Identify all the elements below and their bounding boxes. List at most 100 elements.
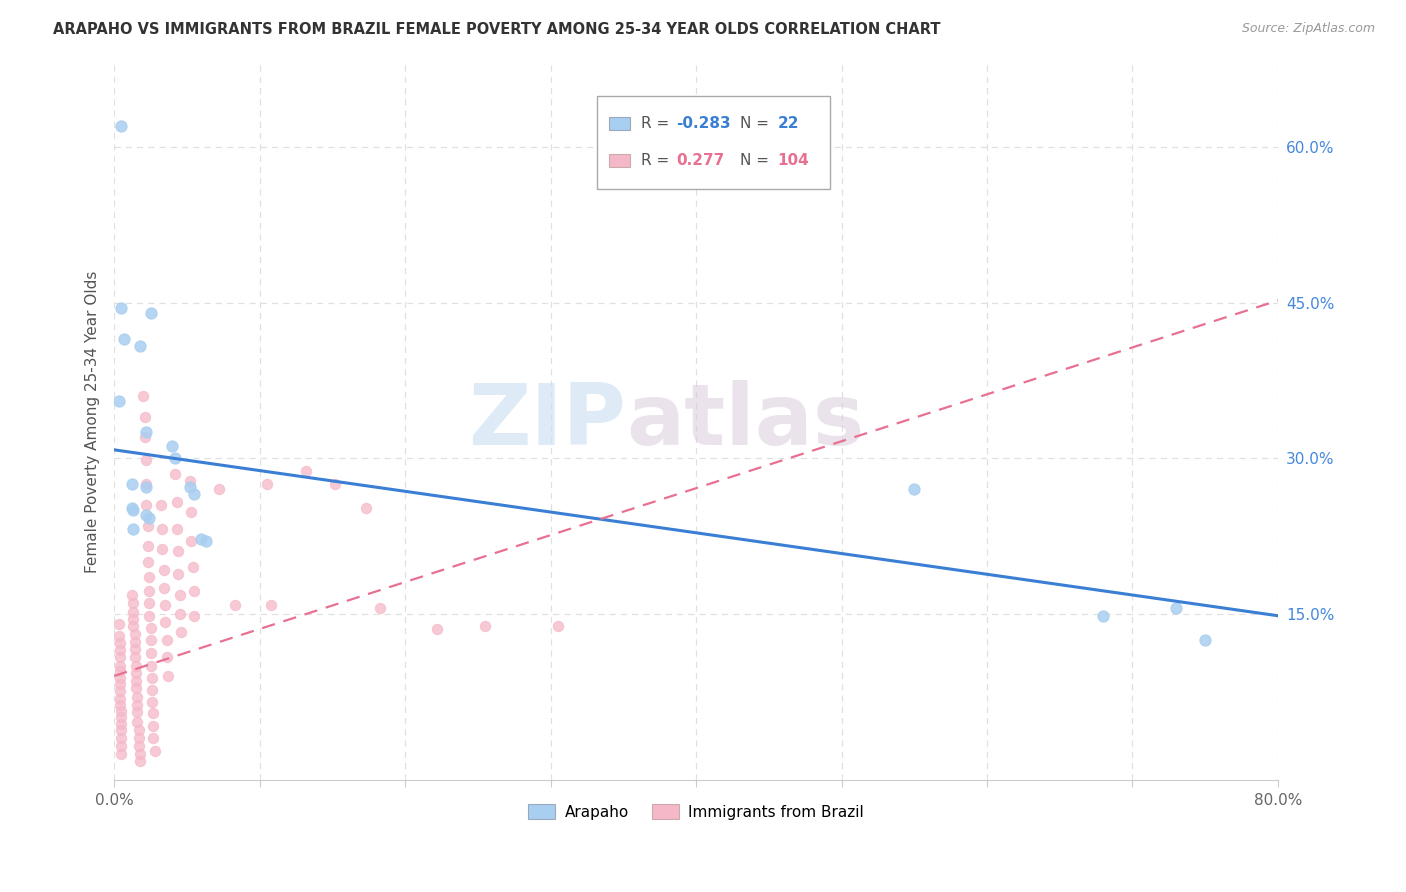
Point [110,739,132,754]
Point [112,332,135,346]
Point [122,503,145,517]
Point [136,518,159,533]
Point [108,677,131,691]
Point [149,498,172,512]
Point [122,619,145,633]
Point [370,601,392,615]
Point [135,508,157,523]
Point [127,698,149,712]
Point [134,409,156,424]
Point [128,739,150,754]
Point [110,723,132,737]
Point [166,522,188,536]
Text: R =: R = [641,153,675,169]
Text: -0.283: -0.283 [676,116,731,131]
Text: ZIP: ZIP [468,380,626,463]
FancyBboxPatch shape [609,154,630,167]
Text: atlas: atlas [626,380,865,463]
Point [139,646,162,660]
Point [142,706,165,721]
Point [108,698,131,712]
Point [138,511,160,525]
Point [108,658,131,673]
Point [1164,601,1187,615]
Point [132,389,155,403]
Y-axis label: Female Poverty Among 25-34 Year Olds: Female Poverty Among 25-34 Year Olds [86,270,100,573]
Point [474,619,496,633]
Text: N =: N = [741,116,775,131]
Point [181,560,204,574]
Point [135,453,157,467]
Point [138,596,160,610]
Text: 22: 22 [778,116,799,131]
Point [170,625,193,640]
Point [108,650,131,665]
Point [127,714,149,729]
Point [127,690,149,704]
Point [194,534,217,549]
Point [122,596,145,610]
Point [165,451,187,466]
Point [1092,608,1115,623]
Point [152,563,174,577]
Point [169,607,191,621]
Point [110,704,132,718]
Point [179,474,201,488]
Point [121,477,143,491]
Text: N =: N = [741,153,775,169]
Point [110,301,132,315]
Point [153,599,176,613]
Point [139,306,162,320]
Point [260,599,283,613]
Text: 0.277: 0.277 [676,153,724,169]
Point [139,658,162,673]
Point [169,588,191,602]
Point [143,743,166,757]
Point [139,632,162,647]
Point [124,642,146,657]
Text: 104: 104 [778,153,810,169]
Point [121,588,143,602]
Point [129,754,152,768]
Point [426,622,449,636]
Point [224,599,246,613]
Point [135,498,157,512]
Point [129,339,152,353]
Point [124,650,146,665]
Point [125,674,148,689]
Text: ARAPAHO VS IMMIGRANTS FROM BRAZIL FEMALE POVERTY AMONG 25-34 YEAR OLDS CORRELATI: ARAPAHO VS IMMIGRANTS FROM BRAZIL FEMALE… [53,22,941,37]
Point [127,705,149,719]
Point [124,634,146,648]
Point [107,394,129,409]
Point [125,665,148,680]
Point [166,494,188,508]
Text: Source: ZipAtlas.com: Source: ZipAtlas.com [1241,22,1375,36]
Point [903,482,925,496]
Point [108,671,131,685]
Point [183,583,205,598]
Point [167,544,190,558]
Point [107,630,129,644]
Point [134,430,156,444]
Point [136,539,159,553]
Point [138,583,160,598]
Point [179,480,201,494]
Point [141,683,163,698]
Point [122,605,145,619]
Point [323,477,346,491]
Point [208,482,231,496]
Point [139,621,162,635]
Point [108,643,131,657]
Point [128,731,150,745]
Point [183,487,205,501]
Point [142,731,165,745]
Point [110,747,132,761]
Point [110,716,132,731]
Point [256,477,278,491]
Point [180,505,202,519]
Point [142,719,165,733]
Point [108,684,131,698]
Point [155,650,177,665]
Point [155,632,177,647]
Point [110,731,132,745]
